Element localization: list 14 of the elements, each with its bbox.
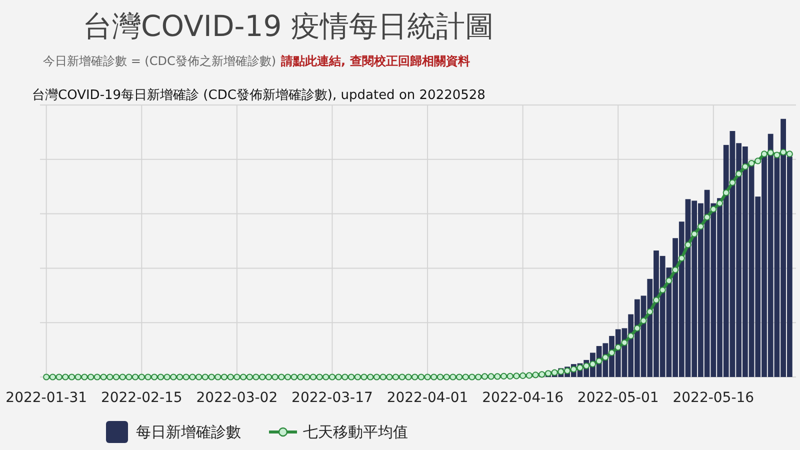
x-tick-label: 2022-05-01 (577, 390, 659, 406)
text: 請點此連結, 查閱校正回歸相關資料 (280, 54, 470, 68)
legend-label: 每日新增確診數 (136, 423, 241, 441)
x-tick-label: 2022-03-17 (292, 390, 373, 406)
chart-title: 台灣COVID-19 疫情每日統計圖 (83, 9, 494, 43)
x-tick-label: 2022-02-15 (100, 390, 182, 406)
x-tick-label: 2022-03-02 (196, 390, 278, 406)
text: 台灣COVID-19每日新增確診 (CDC發佈新增確診數), updated on 20220528 (32, 88, 486, 103)
chart-subtitle: 今日新增確診數 = (CDC發佈之新增確診數) (43, 54, 276, 68)
x-tick-label: 2022-04-01 (386, 390, 468, 406)
legend-label: 七天移動平均值 (303, 423, 408, 441)
x-tick-label: 2022-05-16 (672, 390, 754, 406)
x-tick-label: 2022-01-31 (6, 390, 88, 406)
x-tick-label: 2022-04-16 (482, 390, 564, 406)
